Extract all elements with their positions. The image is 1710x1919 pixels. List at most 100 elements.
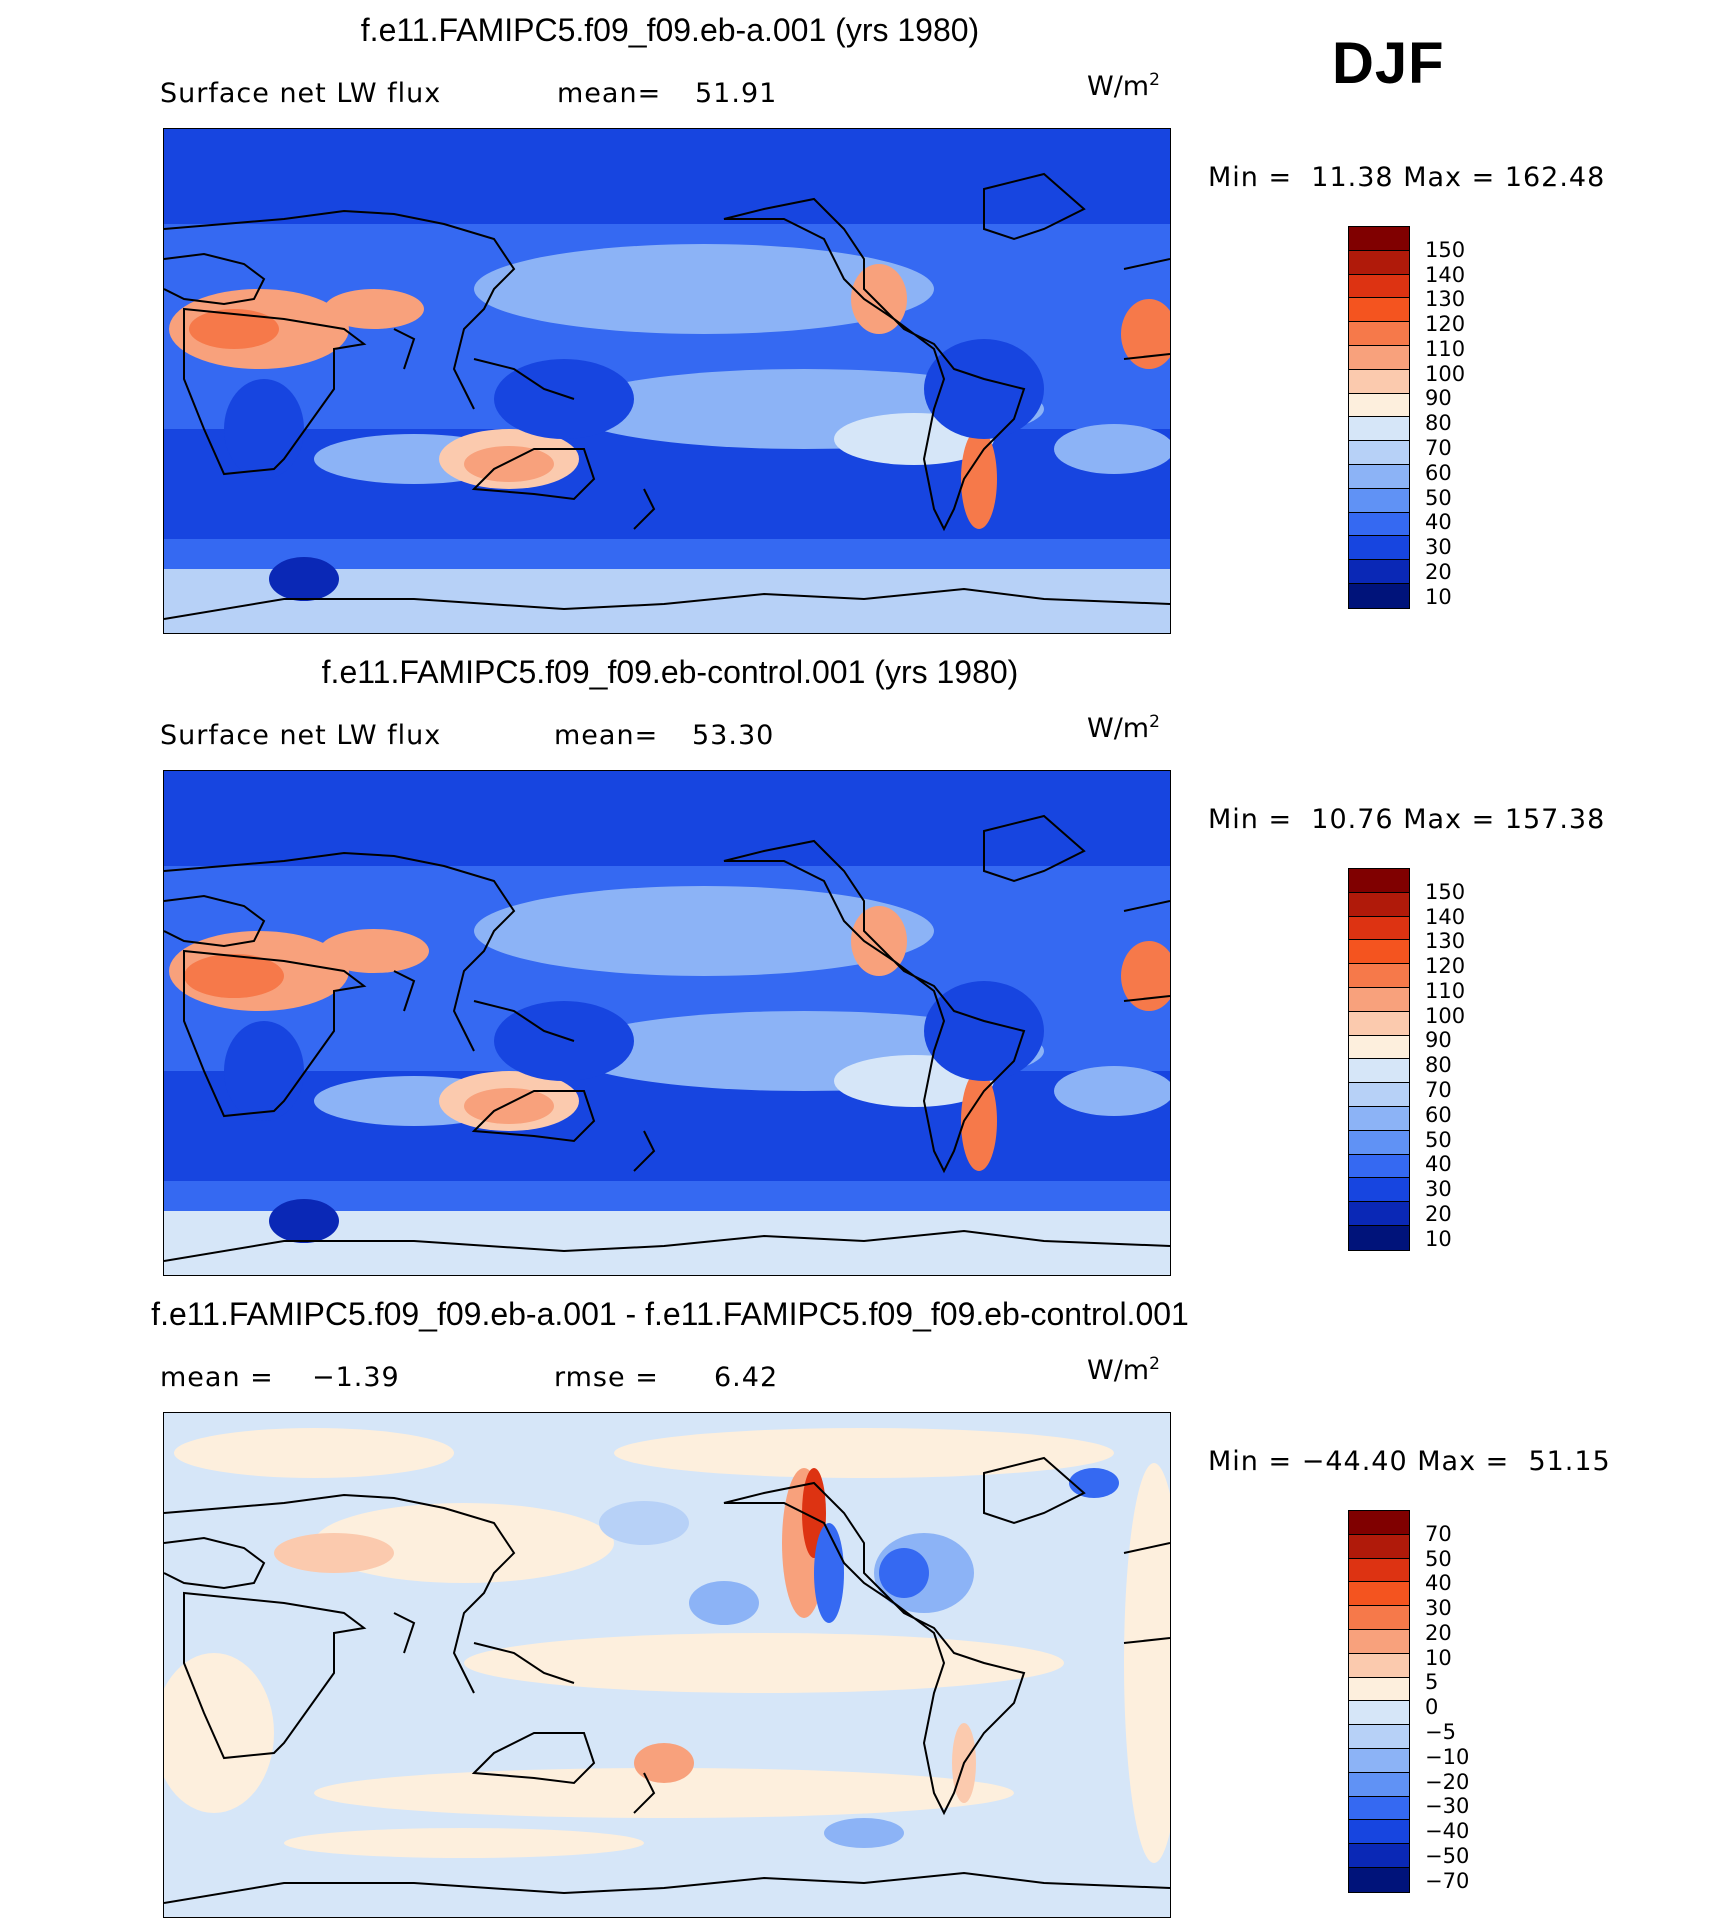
min-value: 10.76 — [1311, 804, 1394, 835]
colorbar-label: −20 — [1425, 1770, 1470, 1794]
colorbar-box — [1349, 1511, 1409, 1535]
colorbar-box — [1349, 1059, 1409, 1084]
colorbar-box — [1349, 869, 1409, 893]
colorbar-label: 110 — [1425, 337, 1466, 361]
colorbar-label: 130 — [1425, 929, 1466, 953]
colorbar-label: 70 — [1425, 1078, 1452, 1102]
panel-2-title: f.e11.FAMIPC5.f09_f09.eb-control.001 (yr… — [321, 654, 1019, 690]
max-value: 157.38 — [1504, 804, 1606, 835]
colorbar-label: 30 — [1425, 535, 1452, 559]
colorbar-box — [1349, 1178, 1409, 1203]
panel-1-map — [163, 128, 1171, 634]
panel-2-colorbar — [1348, 868, 1410, 1251]
colorbar-label: 60 — [1425, 1103, 1452, 1127]
colorbar-box — [1349, 1154, 1409, 1179]
colorbar-label: 120 — [1425, 312, 1466, 336]
colorbar-label: 0 — [1425, 1695, 1439, 1719]
min-value: 11.38 — [1311, 162, 1394, 193]
colorbar-label: −40 — [1425, 1819, 1470, 1843]
panel-2-mean-value: 53.30 — [692, 720, 775, 751]
colorbar-label: 20 — [1425, 560, 1452, 584]
colorbar-box — [1349, 1677, 1409, 1702]
max-label: Max = — [1403, 162, 1496, 193]
colorbar-box — [1349, 1701, 1409, 1726]
panel-3-units: W/m2 — [1087, 1354, 1160, 1386]
colorbar-box — [1349, 916, 1409, 941]
colorbar-box — [1349, 1629, 1409, 1654]
colorbar-box — [1349, 1844, 1409, 1868]
colorbar-label: 40 — [1425, 1571, 1452, 1595]
colorbar-box — [1349, 441, 1409, 465]
max-value: 162.48 — [1504, 162, 1606, 193]
colorbar-box — [1349, 274, 1409, 299]
colorbar-label: −70 — [1425, 1869, 1470, 1893]
colorbar-label: 50 — [1425, 486, 1452, 510]
panel-1-units: W/m2 — [1087, 70, 1160, 102]
panel-1-colorbar — [1348, 226, 1410, 609]
colorbar-label: 10 — [1425, 585, 1452, 609]
min-value: −44.40 — [1301, 1446, 1408, 1477]
max-value: 51.15 — [1528, 1446, 1611, 1477]
colorbar-label: −50 — [1425, 1844, 1470, 1868]
colorbar-box — [1349, 1867, 1409, 1892]
colorbar-box — [1349, 1534, 1409, 1559]
colorbar-box — [1349, 227, 1409, 251]
colorbar-box — [1349, 1035, 1409, 1060]
panel-2-units: W/m2 — [1087, 712, 1160, 744]
colorbar-box — [1349, 417, 1409, 442]
colorbar-label: 140 — [1425, 905, 1466, 929]
colorbar-box — [1349, 892, 1409, 917]
colorbar-label: 10 — [1425, 1646, 1452, 1670]
panel-2-map — [163, 770, 1171, 1276]
panel-3-rmse-label: rmse = — [554, 1362, 659, 1393]
colorbar-label: −30 — [1425, 1794, 1470, 1818]
colorbar-label: 150 — [1425, 238, 1466, 262]
colorbar-label: 120 — [1425, 954, 1466, 978]
colorbar-label: 100 — [1425, 1004, 1466, 1028]
panel-1-variable: Surface net LW flux — [160, 78, 442, 109]
max-label: Max = — [1403, 804, 1496, 835]
panel-3-mean-label: mean = — [160, 1362, 274, 1393]
panel-1-mean-label: mean= — [557, 78, 662, 109]
colorbar-box — [1349, 560, 1409, 584]
panel-2-minmax: Min = 10.76 Max = 157.38 — [1208, 804, 1605, 835]
colorbar-box — [1349, 393, 1409, 418]
panel-3-mean-value: −1.39 — [312, 1362, 400, 1393]
colorbar-label: 20 — [1425, 1621, 1452, 1645]
panel-3-title: f.e11.FAMIPC5.f09_f09.eb-a.001 - f.e11.F… — [151, 1296, 1189, 1332]
colorbar-box — [1349, 1606, 1409, 1630]
colorbar-box — [1349, 1130, 1409, 1155]
colorbar-label: 130 — [1425, 287, 1466, 311]
colorbar-box — [1349, 1225, 1409, 1250]
colorbar-box — [1349, 1011, 1409, 1036]
colorbar-box — [1349, 1653, 1409, 1678]
colorbar-label: 40 — [1425, 510, 1452, 534]
panel-3-rmse-value: 6.42 — [714, 1362, 779, 1393]
min-label: Min = — [1208, 804, 1293, 835]
colorbar-box — [1349, 536, 1409, 561]
colorbar-box — [1349, 298, 1409, 323]
colorbar-label: 60 — [1425, 461, 1452, 485]
colorbar-box — [1349, 987, 1409, 1012]
max-label: Max = — [1417, 1446, 1510, 1477]
colorbar-box — [1349, 1083, 1409, 1107]
colorbar-label: −10 — [1425, 1745, 1470, 1769]
panel-3-colorbar — [1348, 1510, 1410, 1893]
colorbar-label: 70 — [1425, 1522, 1452, 1546]
colorbar-box — [1349, 1748, 1409, 1773]
colorbar-label: 5 — [1425, 1670, 1439, 1694]
colorbar-box — [1349, 1796, 1409, 1821]
colorbar-label: 100 — [1425, 362, 1466, 386]
colorbar-box — [1349, 464, 1409, 489]
colorbar-box — [1349, 1106, 1409, 1131]
colorbar-label: 90 — [1425, 386, 1452, 410]
colorbar-box — [1349, 1820, 1409, 1845]
colorbar-box — [1349, 488, 1409, 513]
colorbar-label: 70 — [1425, 436, 1452, 460]
colorbar-label: 140 — [1425, 263, 1466, 287]
colorbar-label: 30 — [1425, 1177, 1452, 1201]
colorbar-box — [1349, 1725, 1409, 1749]
colorbar-box — [1349, 1582, 1409, 1607]
colorbar-box — [1349, 322, 1409, 346]
colorbar-box — [1349, 1558, 1409, 1583]
